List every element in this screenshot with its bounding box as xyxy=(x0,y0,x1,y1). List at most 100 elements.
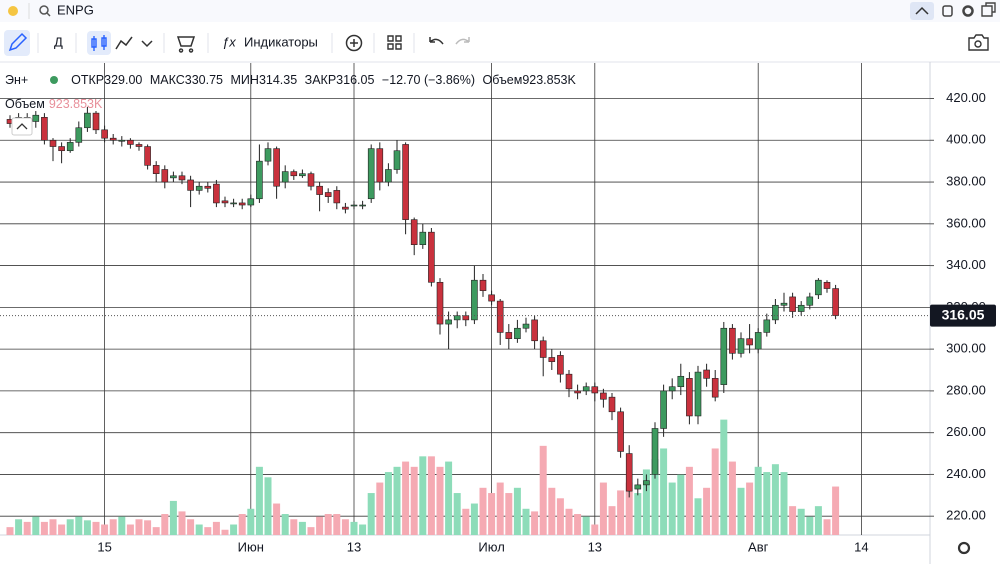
popout-button[interactable] xyxy=(981,2,996,17)
volume-bar xyxy=(703,487,711,535)
add-button[interactable] xyxy=(345,34,363,52)
volume-bar xyxy=(187,519,195,535)
candle-body xyxy=(574,390,581,394)
candle-body xyxy=(402,144,409,220)
undo-button[interactable] xyxy=(429,37,444,45)
volume-bar xyxy=(15,519,23,535)
volume-bar xyxy=(255,466,263,535)
search-icon[interactable] xyxy=(39,5,49,15)
volume-bar xyxy=(341,519,349,535)
dropdown[interactable] xyxy=(141,40,153,48)
volume-bar xyxy=(823,519,831,535)
volume-bar xyxy=(221,529,229,535)
candle-body xyxy=(376,148,384,183)
volume-bar xyxy=(212,521,220,535)
candle-body xyxy=(772,304,779,321)
candle-body xyxy=(711,378,719,398)
layout-button[interactable] xyxy=(387,35,402,50)
y-tick-label: 400.00 xyxy=(946,132,986,147)
candle-body xyxy=(264,148,272,162)
symbol[interactable]: ENPG xyxy=(57,2,94,17)
volume-bar xyxy=(574,514,582,535)
volume-bar xyxy=(298,521,306,535)
volume-label: Объем xyxy=(5,97,45,111)
legend-value: 314.35 xyxy=(258,73,298,87)
volume-bar xyxy=(290,519,298,535)
legend-value: 329.00 xyxy=(104,73,143,87)
volume-bar xyxy=(350,521,358,535)
candle-body xyxy=(600,392,607,400)
volume-bar xyxy=(118,516,126,535)
volume-bar xyxy=(832,486,840,535)
interval-button[interactable]: Д xyxy=(54,34,63,49)
collapse-button[interactable] xyxy=(910,2,934,20)
redo-button[interactable] xyxy=(455,37,470,45)
settings-button[interactable] xyxy=(962,5,974,17)
volume-bar xyxy=(685,466,693,535)
volume-bar xyxy=(496,482,504,535)
legend-value: 316.05 xyxy=(336,73,375,87)
candle-body xyxy=(453,315,461,321)
screenshot-icon xyxy=(974,40,982,48)
candle-body xyxy=(75,127,83,143)
candle-body xyxy=(92,112,100,131)
y-tick-label: 280.00 xyxy=(946,382,986,397)
axis-settings[interactable] xyxy=(957,541,971,555)
legend-label: ЗАКР xyxy=(304,73,337,87)
candle-body xyxy=(187,179,194,191)
candle-body xyxy=(367,148,375,200)
legend-value: 330.75 xyxy=(184,73,224,87)
candle-body xyxy=(393,150,401,170)
candle-body xyxy=(178,175,186,181)
candles xyxy=(6,106,839,498)
candle-body xyxy=(548,357,556,362)
candle-body xyxy=(582,386,590,392)
candle-body xyxy=(608,396,616,413)
candle-body xyxy=(127,139,134,145)
window-button[interactable] xyxy=(942,5,953,17)
candles-button[interactable] xyxy=(87,31,111,55)
candle-body xyxy=(505,332,513,339)
candle-body xyxy=(677,375,685,388)
screenshot-button[interactable] xyxy=(968,34,989,51)
volume-bar xyxy=(539,445,547,535)
candle-body xyxy=(307,173,315,187)
candle-body xyxy=(668,386,676,392)
candle-body xyxy=(359,204,366,207)
add-icon xyxy=(350,39,358,47)
legend-label: ОТКР xyxy=(71,73,105,87)
volume-bar xyxy=(247,508,255,535)
candle-body xyxy=(565,373,573,390)
volume-bar xyxy=(324,514,332,535)
cart-button[interactable] xyxy=(176,36,196,53)
x-tick-label: 13 xyxy=(588,539,602,554)
x-tick-label: Июн xyxy=(238,539,264,554)
volume-bar xyxy=(565,508,573,535)
volume-bar xyxy=(359,524,367,535)
indicators-button[interactable]: Индикаторы xyxy=(244,34,318,49)
volume-bar xyxy=(668,482,676,535)
collapse-pane[interactable] xyxy=(11,117,33,136)
candle-body xyxy=(256,160,263,200)
candle-body xyxy=(703,369,710,379)
candle-body xyxy=(428,231,435,283)
y-tick-label: 380.00 xyxy=(946,173,986,188)
volume-bar xyxy=(617,490,625,535)
volume-value: 923.853K xyxy=(48,97,103,111)
compare-button[interactable] xyxy=(115,36,133,50)
y-tick-label: 220.00 xyxy=(946,508,986,523)
volume-bar xyxy=(513,487,521,535)
candle-body xyxy=(488,294,495,302)
volume-bar xyxy=(393,466,401,535)
volume-bar xyxy=(720,419,728,535)
candle-body xyxy=(694,371,702,417)
candle-body xyxy=(625,453,633,492)
volume-bar xyxy=(660,448,668,535)
candle-body xyxy=(84,112,91,129)
volume-bar xyxy=(83,520,91,535)
volume-bar xyxy=(101,524,109,535)
draw-button[interactable] xyxy=(4,30,30,56)
volume-bar xyxy=(436,466,444,535)
volume-bar xyxy=(737,487,745,535)
